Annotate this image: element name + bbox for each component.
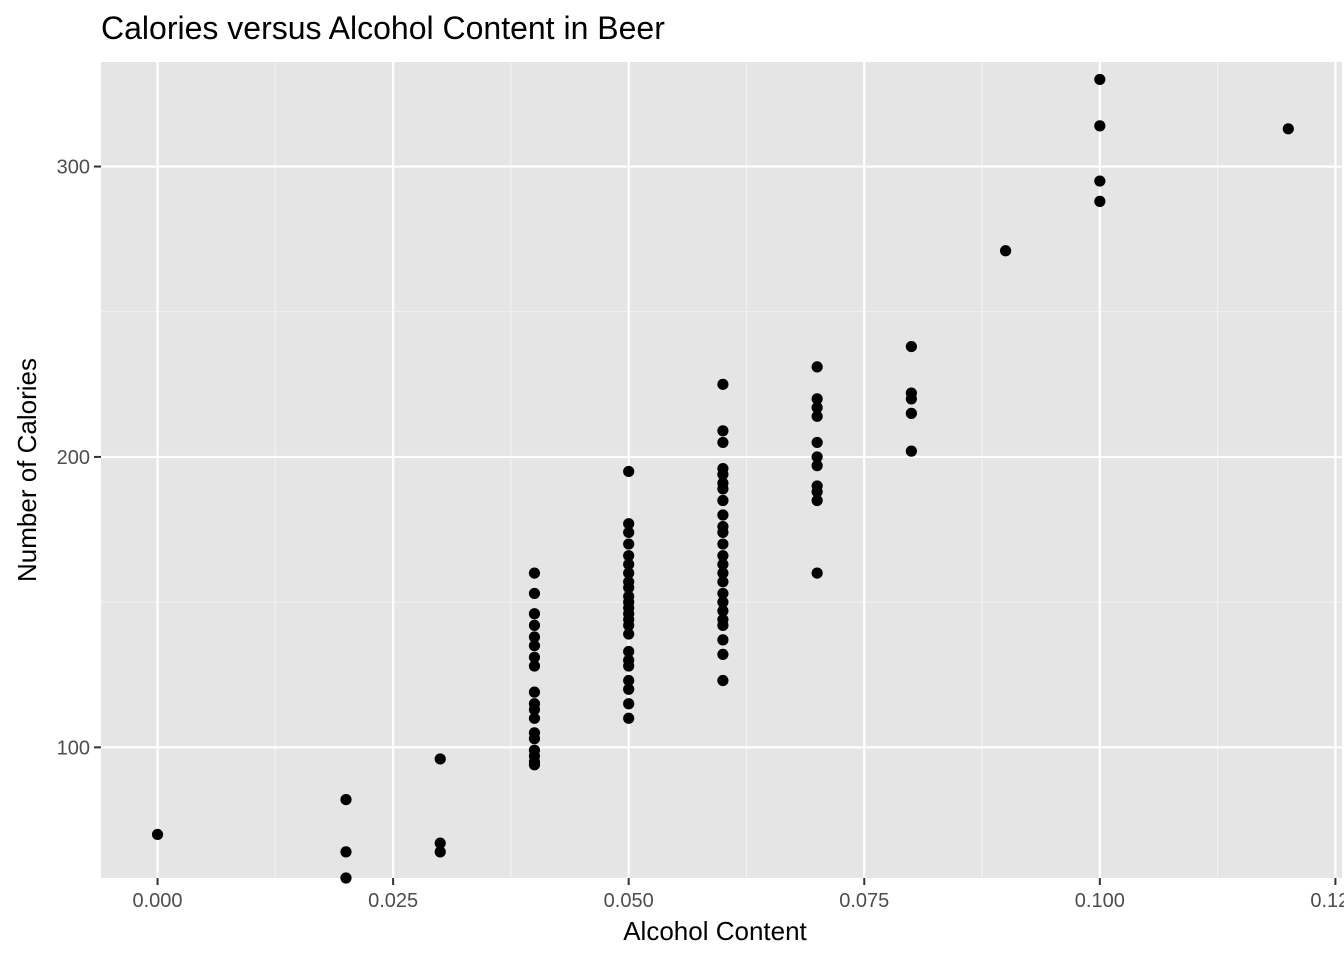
scatter-point: [528, 660, 541, 672]
scatter-point: [717, 619, 729, 631]
scatter-point: [811, 494, 823, 507]
x-tick-label: 0.100: [1075, 890, 1125, 912]
scatter-point: [623, 518, 635, 530]
scatter-point: [340, 793, 352, 806]
scatter-point: [623, 550, 635, 562]
scatter-point: [811, 436, 823, 449]
scatter-point: [528, 733, 541, 745]
scatter-point: [717, 587, 729, 600]
scatter-point: [434, 837, 446, 849]
scatter-point: [811, 393, 823, 405]
scatter-point: [1282, 123, 1294, 135]
scatter-point: [623, 683, 635, 695]
scatter-point: [340, 846, 352, 858]
scatter-point: [717, 509, 729, 521]
scatter-point: [623, 582, 635, 594]
scatter-point: [151, 828, 164, 841]
x-axis-title: Alcohol Content: [623, 916, 807, 946]
scatter-point: [528, 567, 541, 579]
scatter-point: [717, 558, 729, 570]
scatter-point: [717, 550, 729, 562]
scatter-point: [811, 460, 823, 472]
scatter-point: [623, 628, 635, 640]
scatter-point: [811, 451, 823, 463]
scatter-point: [528, 712, 541, 724]
scatter-point: [623, 567, 635, 579]
scatter-point: [528, 631, 541, 643]
scatter-point: [717, 648, 729, 660]
scatter-point: [1094, 175, 1106, 187]
scatter-point: [528, 759, 541, 771]
scatter-point: [717, 576, 729, 588]
scatter-point: [623, 558, 635, 570]
scatter-point: [528, 686, 541, 698]
scatter-point: [717, 378, 729, 390]
scatter-point: [623, 698, 635, 710]
scatter-point: [717, 605, 729, 617]
scatter-point: [528, 640, 541, 652]
scatter-point: [811, 567, 823, 579]
scatter-point: [717, 483, 729, 495]
scatter-point: [434, 846, 446, 858]
scatter-point: [434, 753, 446, 765]
scatter-point: [623, 619, 635, 631]
scatter-point: [1094, 195, 1106, 207]
scatter-point: [340, 872, 352, 884]
data-points: [151, 73, 1294, 884]
chart-title: Calories versus Alcohol Content in Beer: [101, 10, 665, 46]
y-tick-label: 100: [57, 737, 90, 759]
scatter-point: [528, 587, 541, 600]
x-tick-label: 0.000: [133, 890, 183, 912]
scatter-point: [623, 465, 635, 478]
scatter-point: [528, 619, 541, 631]
scatter-point: [717, 494, 729, 507]
scatter-point: [811, 401, 823, 414]
scatter-point: [623, 660, 635, 672]
scatter-point: [1000, 245, 1012, 257]
scatter-point: [905, 407, 917, 419]
x-tick-label: 0.050: [604, 890, 654, 912]
scatter-point: [717, 468, 729, 480]
x-tick-label: 0.075: [839, 890, 889, 912]
scatter-point: [528, 608, 541, 620]
scatter-point: [717, 425, 729, 437]
scatter-point: [811, 410, 823, 422]
scatter-point: [717, 634, 729, 646]
x-axis-ticks: 0.000 0.025 0.050 0.075 0.100 0.125: [133, 878, 1344, 912]
scatter-point: [623, 712, 635, 724]
scatter-point: [905, 393, 917, 405]
scatter-point: [1094, 120, 1106, 132]
scatter-point: [811, 361, 823, 373]
y-axis-title: Number of Calories: [12, 358, 42, 582]
scatter-point: [623, 526, 635, 539]
scatter-point: [528, 651, 541, 663]
scatter-point: [717, 538, 729, 550]
scatter-point: [717, 436, 729, 449]
scatter-point: [717, 596, 729, 608]
scatter-point: [1094, 73, 1106, 86]
y-axis-ticks: 100 200 300: [57, 157, 101, 759]
x-tick-label: 0.125: [1310, 890, 1344, 912]
scatter-point: [717, 567, 729, 579]
scatter-point: [717, 526, 729, 539]
scatter-point: [623, 645, 635, 658]
scatter-point: [717, 674, 729, 687]
y-tick-label: 200: [57, 447, 90, 469]
x-tick-label: 0.025: [368, 890, 418, 912]
scatter-point: [623, 538, 635, 550]
scatter-point: [528, 703, 541, 716]
y-tick-label: 300: [57, 157, 90, 179]
scatter-point: [623, 674, 635, 687]
scatter-point: [905, 340, 917, 353]
scatter-point: [811, 486, 823, 498]
scatter-point: [905, 445, 917, 457]
